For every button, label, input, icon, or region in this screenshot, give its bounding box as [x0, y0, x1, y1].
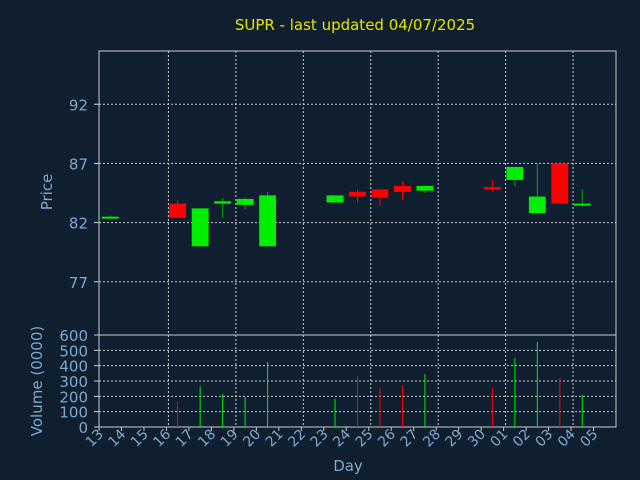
candle-body: [394, 185, 411, 192]
x-tick-label: 24: [330, 426, 354, 450]
price-axis-label: Price: [38, 174, 56, 211]
x-tick-label: 02: [510, 427, 534, 451]
x-axis-label: Day: [333, 457, 363, 475]
candle-body: [573, 203, 591, 206]
x-tick-label: 27: [398, 427, 422, 451]
x-tick-label: 19: [218, 427, 242, 451]
x-tick-label: 28: [420, 427, 444, 451]
price-tick-label: 77: [69, 274, 88, 292]
volume-tick-label: 200: [59, 388, 88, 406]
candle-body: [483, 187, 501, 190]
candle-body: [169, 203, 187, 218]
x-tick-label: 18: [195, 427, 219, 451]
volume-tick-label: 100: [59, 404, 88, 422]
chart-title: SUPR - last updated 04/07/2025: [235, 16, 475, 34]
x-tick-label: 17: [173, 427, 197, 451]
x-tick-label: 01: [488, 427, 512, 451]
x-tick-label: 16: [150, 426, 174, 450]
volume-tick-label: 300: [59, 373, 88, 391]
x-tick-label: 22: [285, 427, 309, 451]
x-tick-label: 26: [375, 426, 399, 450]
candle-body: [551, 163, 569, 204]
volume-tick-label: 0: [78, 419, 88, 437]
x-tick-label: 15: [128, 427, 152, 451]
x-tick-label: 05: [577, 427, 601, 451]
price-tick-label: 82: [69, 215, 88, 233]
candle-body: [349, 191, 366, 197]
price-tick-label: 92: [69, 96, 88, 114]
x-tick-label: 20: [240, 427, 264, 451]
candle-body: [191, 208, 209, 247]
x-tick-label: 21: [263, 427, 287, 451]
candle-body: [506, 166, 524, 180]
volume-tick-label: 600: [59, 327, 88, 345]
x-tick-labels: 1314151617181920212223242526272829300102…: [83, 426, 601, 450]
volume-axis-label: Volume (0000): [28, 326, 46, 436]
candle-body: [326, 195, 344, 203]
x-tick-label: 04: [555, 426, 579, 450]
candle-body: [259, 195, 277, 247]
x-tick-label: 30: [465, 427, 489, 451]
candle-body: [214, 201, 232, 204]
candle-body: [416, 185, 434, 191]
candle-body: [371, 189, 389, 198]
candle-body: [528, 196, 546, 214]
x-tick-label: 03: [532, 427, 556, 451]
x-tick-label: 25: [353, 427, 377, 451]
x-tick-label: 23: [308, 427, 332, 451]
x-tick-label: 14: [105, 426, 129, 450]
volume-tick-label: 500: [59, 342, 88, 360]
x-tick-label: 29: [443, 427, 467, 451]
candle-body: [236, 198, 254, 205]
price-panel: 77 82 87 92: [69, 50, 617, 336]
volume-tick-label: 400: [59, 358, 88, 376]
candle-body: [101, 216, 119, 219]
price-tick-label: 87: [69, 155, 88, 173]
